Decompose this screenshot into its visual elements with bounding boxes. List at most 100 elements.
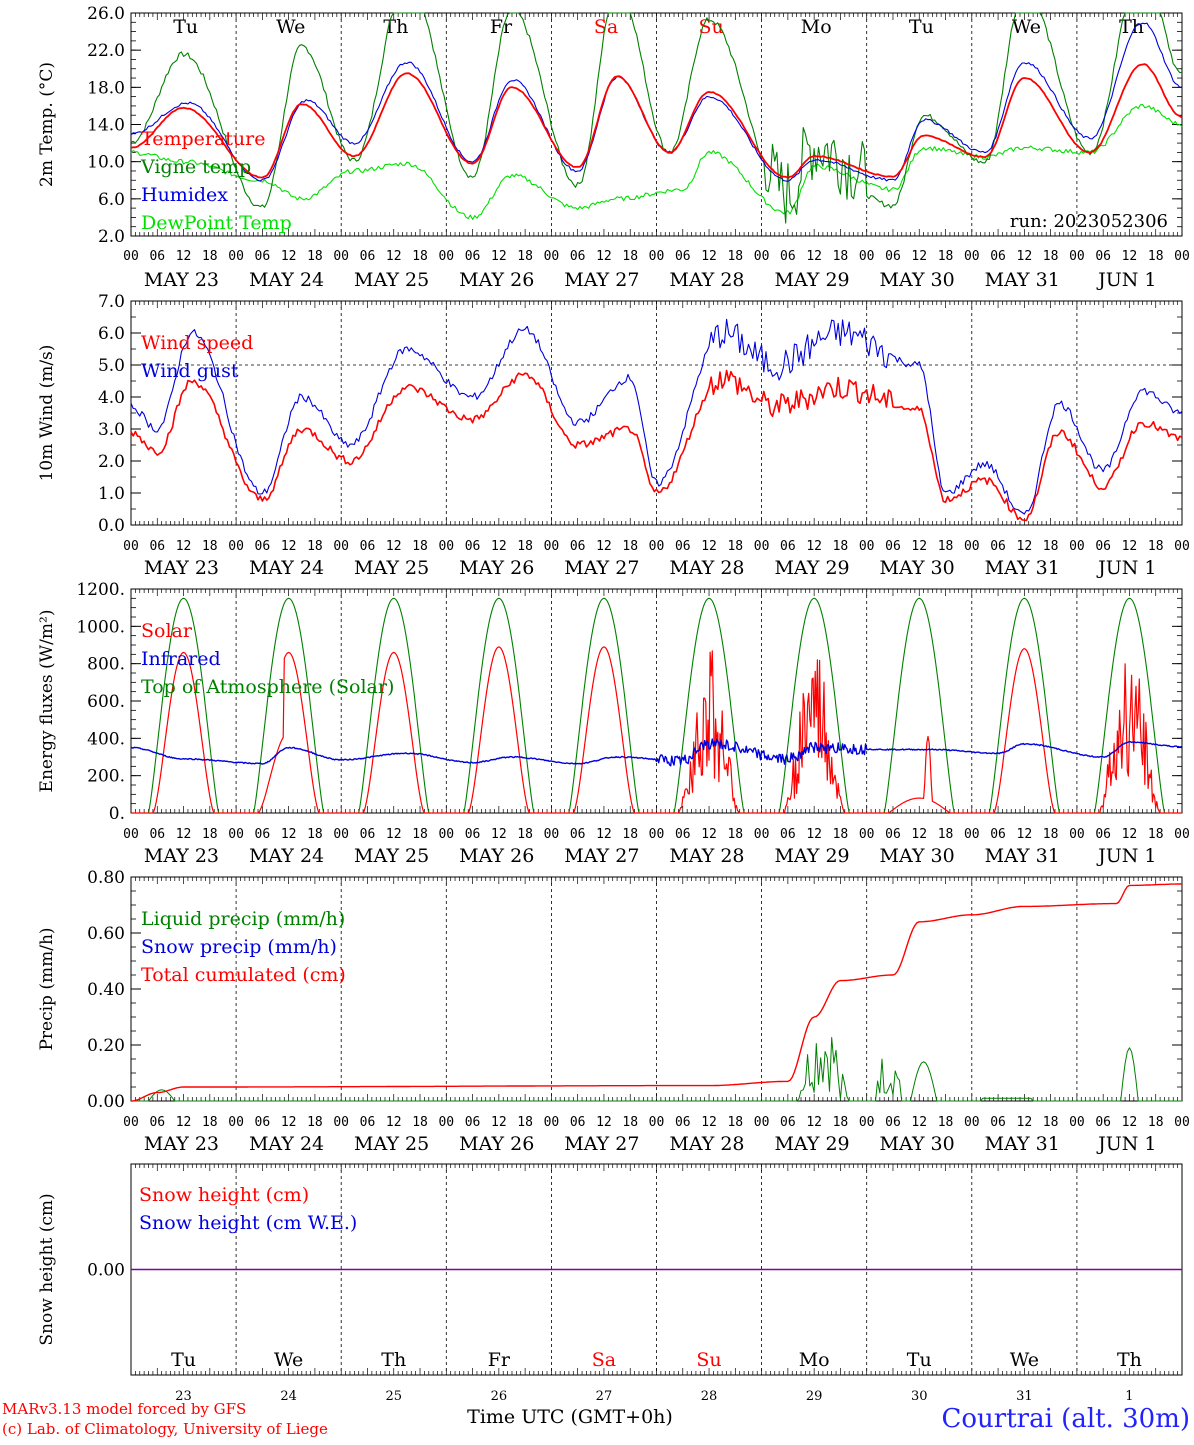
energy-date-label: MAY 28 bbox=[669, 845, 744, 867]
precip-date-label: MAY 31 bbox=[985, 1133, 1060, 1155]
precip-hour-label: 06 bbox=[780, 1115, 796, 1130]
temp-date-label: MAY 28 bbox=[669, 269, 744, 291]
precip-hour-label: 00 bbox=[544, 1115, 560, 1130]
day-of-week-label: Mo bbox=[801, 16, 832, 38]
temp-hour-label: 18 bbox=[1148, 249, 1164, 264]
temp-hour-label: 12 bbox=[1122, 249, 1138, 264]
energy-hour-label: 00 bbox=[754, 827, 770, 842]
precip-hour-label: 18 bbox=[517, 1115, 533, 1130]
day-of-week-label: Fr bbox=[490, 16, 513, 38]
energy-hour-label: 06 bbox=[255, 827, 271, 842]
energy-hour-label: 06 bbox=[465, 827, 481, 842]
wind-frame bbox=[130, 300, 1183, 526]
wind-hour-label: 12 bbox=[1122, 539, 1138, 554]
liquid-precip-line bbox=[131, 1037, 1182, 1102]
precip-hour-label: 00 bbox=[1069, 1115, 1085, 1130]
precip-hour-label: 00 bbox=[964, 1115, 980, 1130]
precip-y-tick-label: 0.20 bbox=[87, 1036, 125, 1056]
precip-hour-label: 12 bbox=[491, 1115, 507, 1130]
wind-gust-line bbox=[130, 318, 1183, 515]
wind-date-label: MAY 24 bbox=[249, 557, 324, 579]
energy-hour-label: 18 bbox=[727, 827, 743, 842]
bottom-day-of-week-label: Tu bbox=[171, 1349, 196, 1371]
temp-hour-label: 12 bbox=[806, 249, 822, 264]
precip-hour-label: 00 bbox=[438, 1115, 454, 1130]
wind-hour-label: 12 bbox=[176, 539, 192, 554]
precip-hour-label: 00 bbox=[228, 1115, 244, 1130]
temp-panel: 2.0 6.0 10.0 14.0 18.0 22.0 26.0 2m Temp. (°C) bbox=[37, 4, 1183, 247]
wind-date-label: MAY 31 bbox=[985, 557, 1060, 579]
temp-date-label: MAY 26 bbox=[459, 269, 534, 291]
precip-hour-label: 00 bbox=[123, 1115, 139, 1130]
wind-hour-label: 00 bbox=[964, 539, 980, 554]
day-of-week-label: We bbox=[1012, 16, 1041, 38]
temp-y-tick-label: 22.0 bbox=[87, 41, 125, 61]
energy-legend-item: Solar bbox=[141, 620, 193, 642]
wind-hour-label: 00 bbox=[1069, 539, 1085, 554]
energy-hour-label: 00 bbox=[228, 827, 244, 842]
precip-legend-item: Liquid precip (mm/h) bbox=[141, 908, 345, 930]
energy-hour-label: 18 bbox=[622, 827, 638, 842]
precip-legend-item: Total cumulated (cm) bbox=[141, 964, 346, 986]
wind-y-tick-label: 0.0 bbox=[98, 516, 125, 536]
temp-y-tick-label: 6.0 bbox=[98, 190, 125, 210]
energy-hour-label: 00 bbox=[123, 827, 139, 842]
precip-hour-label: 06 bbox=[885, 1115, 901, 1130]
energy-hour-label: 12 bbox=[596, 827, 612, 842]
temp-hour-label: 06 bbox=[149, 249, 165, 264]
temp-y-axis-label: 2m Temp. (°C) bbox=[37, 62, 57, 187]
temp-date-label: MAY 25 bbox=[354, 269, 429, 291]
precip-date-label: MAY 23 bbox=[144, 1133, 219, 1155]
lab-credit: (c) Lab. of Climatology, University of L… bbox=[2, 1420, 328, 1438]
temp-hour-label: 06 bbox=[360, 249, 376, 264]
temp-hour-label: 18 bbox=[202, 249, 218, 264]
wind-y-tick-label: 5.0 bbox=[98, 356, 125, 376]
energy-hour-label: 18 bbox=[412, 827, 428, 842]
precip-hour-label: 18 bbox=[307, 1115, 323, 1130]
temp-hour-label: 00 bbox=[228, 249, 244, 264]
wind-y-tick-label: 6.0 bbox=[98, 324, 125, 344]
temp-y-tick-label: 10.0 bbox=[87, 153, 125, 173]
energy-date-label: MAY 31 bbox=[985, 845, 1060, 867]
precip-hour-label: 18 bbox=[938, 1115, 954, 1130]
energy-date-label: MAY 29 bbox=[774, 845, 849, 867]
bottom-day-of-week-label: We bbox=[274, 1349, 303, 1371]
wind-hour-label: 18 bbox=[1148, 539, 1164, 554]
wind-date-label: MAY 25 bbox=[354, 557, 429, 579]
bottom-day-of-week-label: Fr bbox=[488, 1349, 511, 1371]
bottom-day-of-week-label: Sa bbox=[592, 1349, 616, 1371]
wind-hour-label: 18 bbox=[1043, 539, 1059, 554]
wind-hour-label: 18 bbox=[202, 539, 218, 554]
precip-hour-label: 12 bbox=[281, 1115, 297, 1130]
precip-hour-label: 12 bbox=[1122, 1115, 1138, 1130]
day-number-label: 23 bbox=[175, 1389, 192, 1404]
wind-hour-label: 00 bbox=[754, 539, 770, 554]
temp-hour-label: 18 bbox=[412, 249, 428, 264]
model-credit: MARv3.13 model forced by GFS bbox=[2, 1400, 246, 1418]
bottom-day-of-week-label: Mo bbox=[799, 1349, 830, 1371]
infrared-line bbox=[130, 738, 1183, 767]
precip-hour-label: 12 bbox=[806, 1115, 822, 1130]
bottom-day-of-week-label: Tu bbox=[907, 1349, 932, 1371]
wind-hour-label: 00 bbox=[333, 539, 349, 554]
temp-hour-label: 06 bbox=[1095, 249, 1111, 264]
temp-hour-label: 18 bbox=[727, 249, 743, 264]
precip-hour-label: 06 bbox=[255, 1115, 271, 1130]
day-number-label: 25 bbox=[385, 1389, 402, 1404]
energy-y-tick-label: 1000. bbox=[76, 617, 125, 637]
energy-hour-label: 00 bbox=[964, 827, 980, 842]
day-number-label: 28 bbox=[701, 1389, 718, 1404]
wind-date-label: MAY 30 bbox=[880, 557, 955, 579]
precip-hour-label: 12 bbox=[386, 1115, 402, 1130]
precip-y-axis-label: Precip (mm/h) bbox=[37, 927, 57, 1050]
wind-hour-label: 12 bbox=[491, 539, 507, 554]
precip-hour-label: 00 bbox=[859, 1115, 875, 1130]
energy-hour-label: 18 bbox=[833, 827, 849, 842]
snow-y-tick-label: 0.00 bbox=[87, 1261, 125, 1281]
temp-hour-label: 00 bbox=[544, 249, 560, 264]
energy-hour-label: 18 bbox=[517, 827, 533, 842]
temp-hour-label: 00 bbox=[964, 249, 980, 264]
wind-date-label: MAY 28 bbox=[669, 557, 744, 579]
temp-hour-label: 12 bbox=[596, 249, 612, 264]
